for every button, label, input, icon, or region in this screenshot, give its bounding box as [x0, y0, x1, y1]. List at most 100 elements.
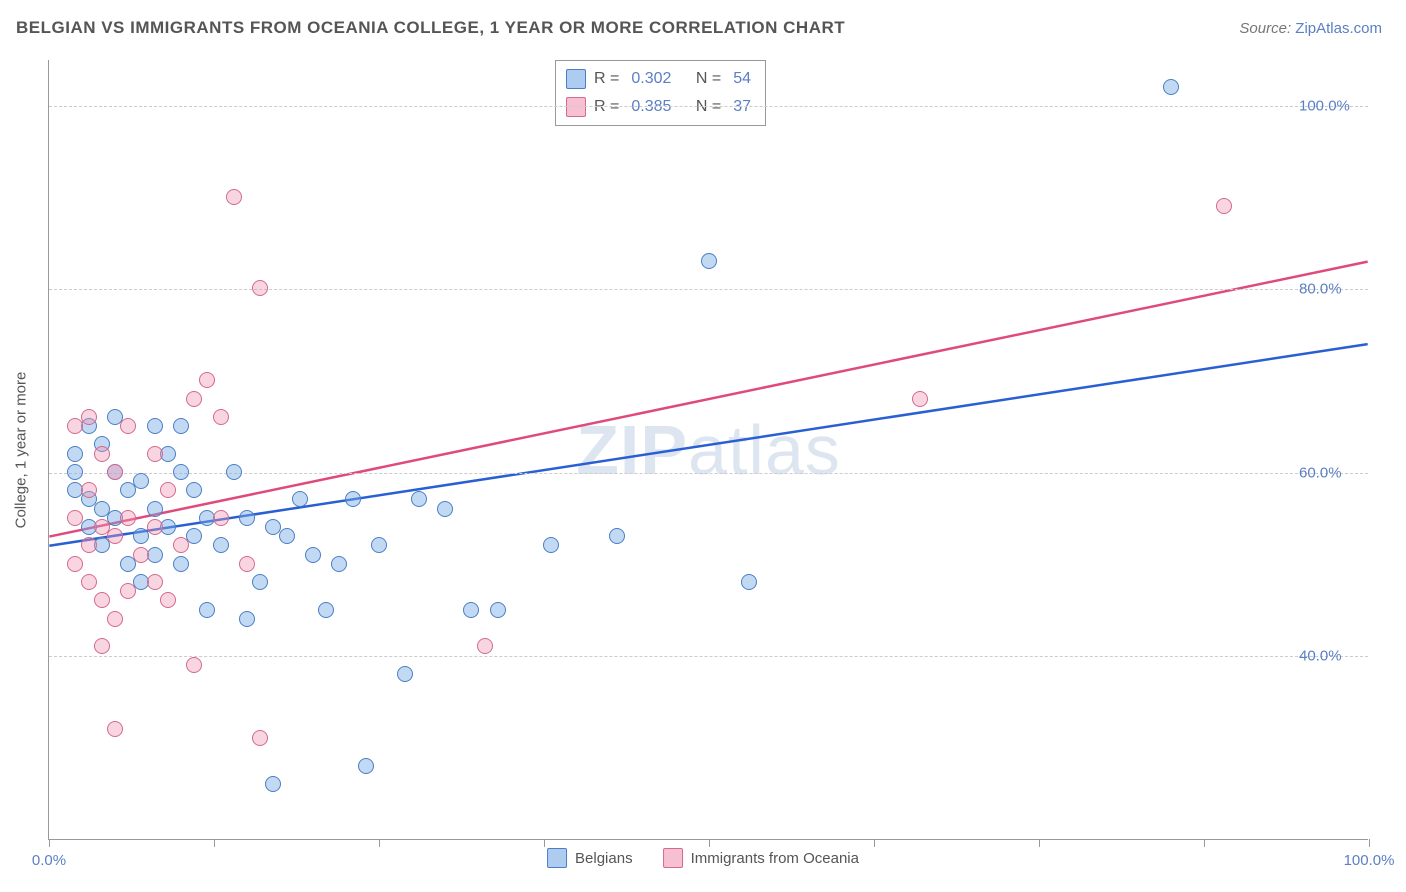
scatter-point-belgians [147, 418, 163, 434]
scatter-point-oceania [252, 280, 268, 296]
scatter-point-oceania [107, 528, 123, 544]
x-tick [544, 839, 545, 847]
x-tick [709, 839, 710, 847]
legend-label-oceania: Immigrants from Oceania [691, 850, 859, 867]
x-tick [874, 839, 875, 847]
r-label: R = [594, 65, 619, 93]
trend-lines-svg [49, 60, 1368, 839]
scatter-point-oceania [107, 464, 123, 480]
scatter-point-oceania [94, 638, 110, 654]
scatter-point-oceania [133, 547, 149, 563]
x-tick [1204, 839, 1205, 847]
scatter-point-belgians [226, 464, 242, 480]
scatter-point-belgians [186, 482, 202, 498]
scatter-point-oceania [81, 537, 97, 553]
scatter-point-belgians [67, 464, 83, 480]
scatter-point-belgians [371, 537, 387, 553]
scatter-point-belgians [173, 464, 189, 480]
scatter-point-belgians [213, 537, 229, 553]
x-tick-label: 100.0% [1344, 852, 1395, 869]
scatter-point-belgians [186, 528, 202, 544]
x-tick [214, 839, 215, 847]
gridline-horizontal [49, 473, 1368, 474]
r-label: R = [594, 93, 619, 121]
scatter-point-belgians [490, 602, 506, 618]
bottom-legend: Belgians Immigrants from Oceania [547, 848, 859, 868]
y-axis-title: College, 1 year or more [13, 371, 30, 528]
gridline-horizontal [49, 289, 1368, 290]
scatter-point-oceania [226, 189, 242, 205]
legend-label-belgians: Belgians [575, 850, 633, 867]
scatter-point-belgians [358, 758, 374, 774]
scatter-point-belgians [305, 547, 321, 563]
scatter-point-oceania [160, 482, 176, 498]
scatter-point-oceania [67, 510, 83, 526]
scatter-point-oceania [81, 574, 97, 590]
scatter-point-belgians [397, 666, 413, 682]
watermark: ZIPatlas [576, 410, 841, 490]
scatter-point-oceania [120, 418, 136, 434]
scatter-point-oceania [81, 482, 97, 498]
y-tick-label: 40.0% [1299, 648, 1342, 665]
watermark-rest: atlas [688, 411, 841, 489]
scatter-point-oceania [1216, 198, 1232, 214]
r-value-oceania: 0.385 [631, 93, 671, 121]
n-label: N = [696, 65, 721, 93]
legend-item-oceania: Immigrants from Oceania [663, 848, 859, 868]
source-label: Source: [1239, 20, 1291, 37]
scatter-point-belgians [318, 602, 334, 618]
swatch-blue-icon [566, 69, 586, 89]
scatter-point-belgians [437, 501, 453, 517]
stats-legend: R = 0.302 N = 54 R = 0.385 N = 37 [555, 60, 766, 126]
swatch-pink-icon [566, 97, 586, 117]
x-tick [1369, 839, 1370, 847]
scatter-point-belgians [173, 418, 189, 434]
scatter-point-belgians [67, 446, 83, 462]
scatter-point-oceania [107, 611, 123, 627]
scatter-point-belgians [345, 491, 361, 507]
scatter-point-oceania [147, 519, 163, 535]
scatter-point-belgians [265, 776, 281, 792]
gridline-horizontal [49, 106, 1368, 107]
scatter-point-belgians [411, 491, 427, 507]
legend-item-belgians: Belgians [547, 848, 633, 868]
x-tick-label: 0.0% [32, 852, 66, 869]
n-label: N = [696, 93, 721, 121]
y-tick-label: 100.0% [1299, 97, 1350, 114]
scatter-point-belgians [543, 537, 559, 553]
scatter-point-belgians [199, 602, 215, 618]
scatter-point-belgians [279, 528, 295, 544]
scatter-point-oceania [67, 556, 83, 572]
scatter-point-oceania [199, 372, 215, 388]
chart-container: BELGIAN VS IMMIGRANTS FROM OCEANIA COLLE… [0, 0, 1406, 892]
plot-area: College, 1 year or more ZIPatlas R = 0.3… [48, 60, 1368, 840]
y-tick-label: 80.0% [1299, 281, 1342, 298]
scatter-point-oceania [120, 510, 136, 526]
scatter-point-belgians [147, 501, 163, 517]
scatter-point-oceania [94, 446, 110, 462]
scatter-point-belgians [463, 602, 479, 618]
chart-title: BELGIAN VS IMMIGRANTS FROM OCEANIA COLLE… [16, 18, 845, 38]
scatter-point-oceania [186, 657, 202, 673]
scatter-point-belgians [741, 574, 757, 590]
scatter-point-belgians [292, 491, 308, 507]
x-tick [1039, 839, 1040, 847]
scatter-point-belgians [239, 510, 255, 526]
scatter-point-oceania [147, 446, 163, 462]
r-value-belgians: 0.302 [631, 65, 671, 93]
scatter-point-oceania [477, 638, 493, 654]
scatter-point-belgians [239, 611, 255, 627]
scatter-point-oceania [107, 721, 123, 737]
scatter-point-belgians [1163, 79, 1179, 95]
scatter-point-belgians [331, 556, 347, 572]
scatter-point-oceania [147, 574, 163, 590]
trend-line [49, 262, 1367, 537]
gridline-horizontal [49, 656, 1368, 657]
scatter-point-belgians [252, 574, 268, 590]
watermark-bold: ZIP [576, 411, 688, 489]
scatter-point-oceania [239, 556, 255, 572]
stats-row-belgians: R = 0.302 N = 54 [566, 65, 755, 93]
source-value: ZipAtlas.com [1295, 20, 1382, 37]
scatter-point-oceania [120, 583, 136, 599]
n-value-belgians: 54 [733, 65, 751, 93]
